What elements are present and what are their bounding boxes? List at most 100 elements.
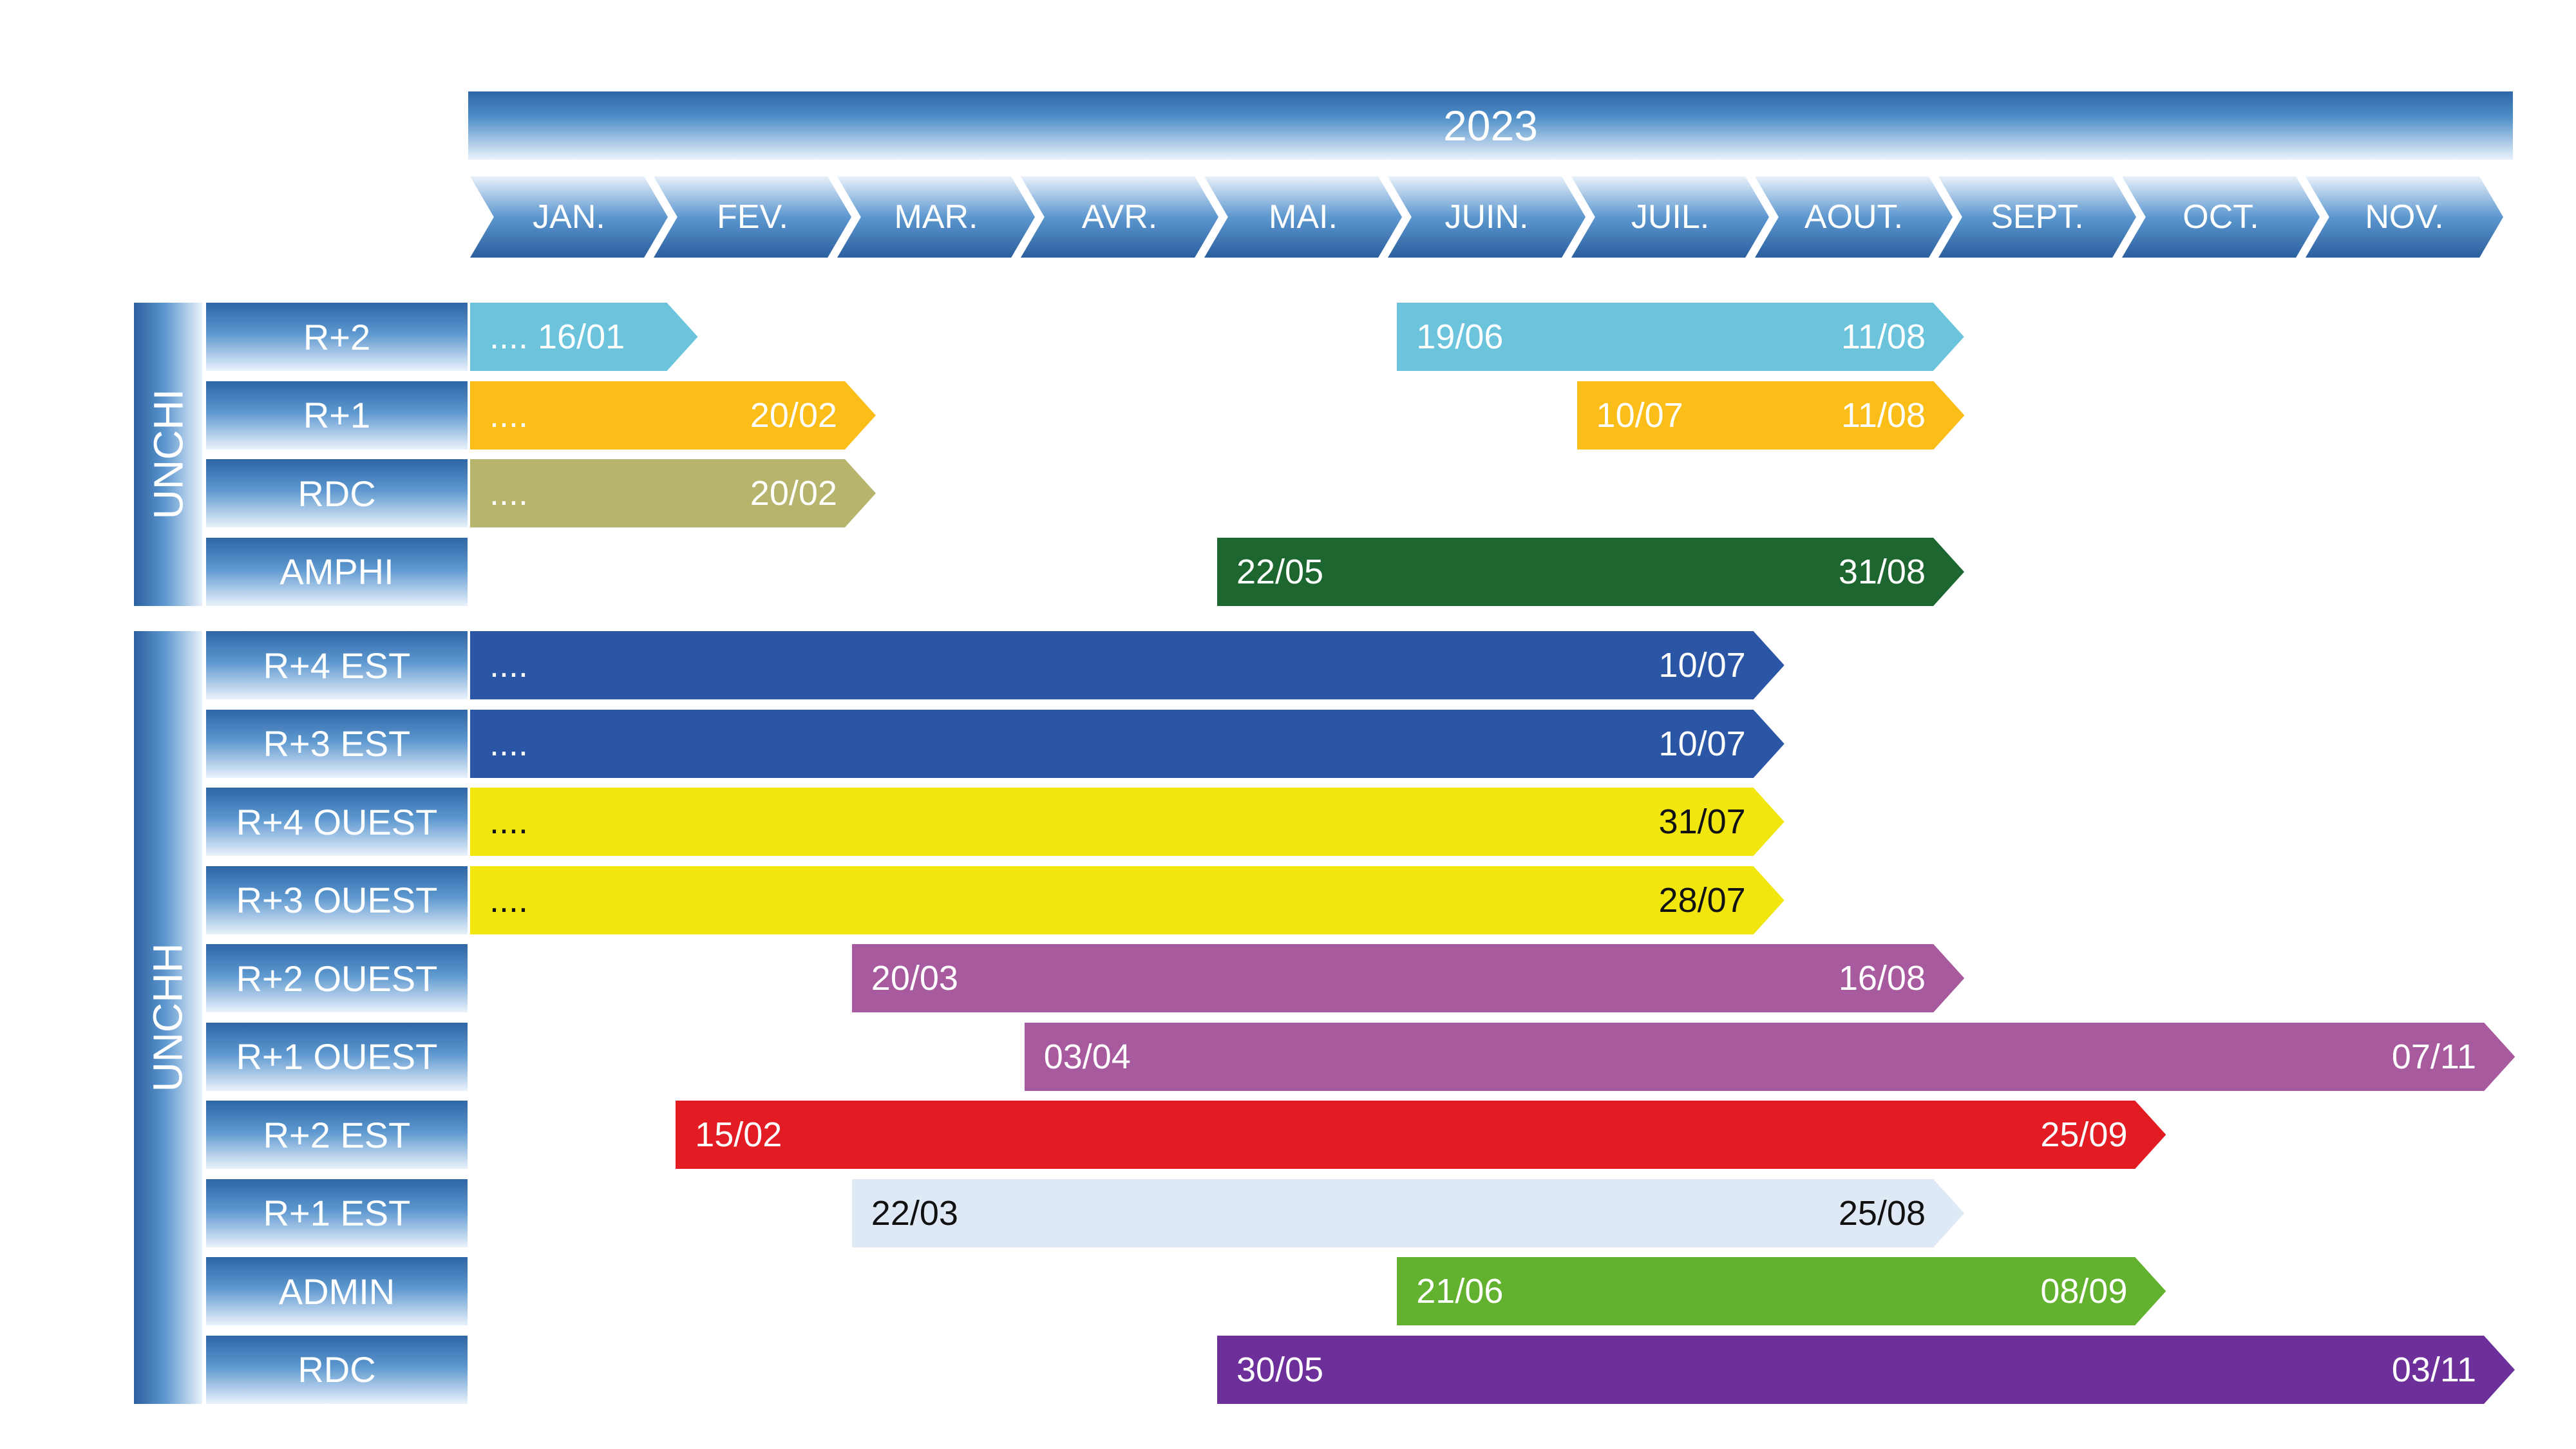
task-arrow-shape bbox=[1217, 537, 1964, 606]
task-arrow-shape bbox=[851, 1179, 1964, 1247]
task-arrow bbox=[851, 944, 1964, 1012]
task-start-label: 20/03 bbox=[871, 959, 958, 998]
task-end-label: 20/02 bbox=[750, 474, 837, 513]
task-arrow bbox=[1397, 303, 1964, 371]
task-end-label: 16/08 bbox=[1838, 959, 1926, 998]
task-arrow bbox=[470, 631, 1785, 699]
task-end-label: 10/07 bbox=[1658, 646, 1746, 685]
task-start-label: .... bbox=[489, 724, 529, 763]
row-label: R+4 EST bbox=[206, 631, 468, 699]
month-8: AOUT. bbox=[1755, 176, 1953, 258]
month-7: JUIL. bbox=[1571, 176, 1769, 258]
row-label-text: R+3 OUEST bbox=[236, 880, 438, 920]
row-label: R+2 OUEST bbox=[206, 944, 468, 1012]
row-label-text: R+4 OUEST bbox=[236, 801, 438, 842]
task-end-label: 11/08 bbox=[1841, 395, 1926, 435]
row-label: R+3 EST bbox=[206, 709, 468, 778]
month-label: OCT. bbox=[2183, 198, 2259, 236]
task-arrow-shape bbox=[470, 381, 876, 450]
row-label-text: R+2 OUEST bbox=[236, 958, 438, 999]
row-label-text: R+1 OUEST bbox=[236, 1036, 438, 1077]
row-label: R+1 bbox=[206, 381, 468, 450]
task-bar: 15/02 25/09 bbox=[676, 1101, 2166, 1169]
month-6: JUIN. bbox=[1388, 176, 1586, 258]
month-1: JAN. bbox=[470, 176, 668, 258]
task-bar: .... 31/07 bbox=[470, 788, 1785, 856]
task-bar: .... 20/02 bbox=[470, 459, 876, 527]
task-start-label: 03/04 bbox=[1043, 1037, 1131, 1076]
task-arrow-shape bbox=[470, 788, 1785, 856]
task-arrow bbox=[1397, 1257, 2166, 1325]
task-end-label: 25/08 bbox=[1838, 1193, 1926, 1233]
task-start-label: 22/03 bbox=[871, 1193, 958, 1233]
month-label: AOUT. bbox=[1804, 198, 1904, 236]
task-bar: .... 28/07 bbox=[470, 866, 1785, 934]
task-end-label: 11/08 bbox=[1841, 317, 1926, 356]
row-label: R+1 EST bbox=[206, 1179, 468, 1247]
row-label: R+4 OUEST bbox=[206, 788, 468, 856]
group-label-container: UNCHI bbox=[134, 303, 202, 606]
task-arrow-shape bbox=[1397, 1257, 2166, 1325]
month-label: FEV. bbox=[717, 198, 788, 236]
month-label: NOV. bbox=[2365, 198, 2444, 236]
task-arrow bbox=[470, 709, 1785, 778]
row-label: RDC bbox=[206, 459, 468, 527]
task-start-label: 15/02 bbox=[695, 1115, 782, 1154]
task-bar: .... 16/01 bbox=[470, 303, 698, 371]
task-arrow-shape bbox=[470, 709, 1785, 778]
row-label-text: ADMIN bbox=[278, 1271, 395, 1312]
task-start-label: .... bbox=[489, 802, 529, 841]
task-end-label: 10/07 bbox=[1658, 724, 1746, 763]
task-arrow bbox=[1577, 381, 1964, 450]
month-label: MAI. bbox=[1269, 198, 1338, 236]
row-label-text: RDC bbox=[298, 1349, 376, 1390]
month-2: FEV. bbox=[654, 176, 851, 258]
year-header: 2023 bbox=[468, 91, 2513, 160]
row-label-text: AMPHI bbox=[279, 551, 394, 592]
task-bar: .... 20/02 bbox=[470, 381, 876, 450]
task-bar: 19/06 11/08 bbox=[1397, 303, 1964, 371]
task-arrow-shape bbox=[676, 1101, 2166, 1169]
group-bar-unchh bbox=[134, 631, 202, 1404]
task-arrow bbox=[1024, 1022, 2515, 1091]
task-end-label: 28/07 bbox=[1658, 880, 1746, 920]
group-label: UNCHH bbox=[145, 943, 191, 1092]
task-bar: 22/03 25/08 bbox=[851, 1179, 1964, 1247]
task-end-label: 25/09 bbox=[2040, 1115, 2128, 1154]
month-label: MAR. bbox=[894, 198, 978, 236]
task-arrow bbox=[470, 459, 876, 527]
month-label: AVR. bbox=[1081, 198, 1158, 236]
month-label: SEPT. bbox=[1991, 198, 2084, 236]
task-start-label: .... bbox=[489, 474, 529, 513]
row-label-text: RDC bbox=[298, 473, 376, 514]
task-arrow-shape bbox=[470, 459, 876, 527]
month-9: SEPT. bbox=[1938, 176, 2136, 258]
task-start-label: 21/06 bbox=[1416, 1272, 1504, 1311]
task-start-label: 22/05 bbox=[1236, 552, 1324, 591]
task-bar: 10/07 11/08 bbox=[1577, 381, 1964, 450]
task-arrow bbox=[676, 1101, 2166, 1169]
row-label-text: R+2 EST bbox=[263, 1114, 411, 1155]
task-arrow-shape bbox=[1397, 303, 1964, 371]
task-arrow bbox=[851, 1179, 1964, 1247]
task-arrow bbox=[470, 381, 876, 450]
task-arrow bbox=[1217, 537, 1964, 606]
task-bar: .... 10/07 bbox=[470, 631, 1785, 699]
row-label: RDC bbox=[206, 1335, 468, 1404]
task-start-label: .... bbox=[489, 646, 529, 685]
task-bar: 21/06 08/09 bbox=[1397, 1257, 2166, 1325]
task-bar: 30/05 03/11 bbox=[1217, 1335, 2515, 1404]
task-start-label: .... bbox=[489, 395, 529, 435]
row-label: AMPHI bbox=[206, 537, 468, 606]
month-11: NOV. bbox=[2306, 176, 2503, 258]
task-start-label: 19/06 bbox=[1416, 317, 1504, 356]
row-label: R+2 bbox=[206, 303, 468, 371]
group-label: UNCHI bbox=[145, 388, 191, 520]
task-arrow-shape bbox=[1024, 1022, 2515, 1091]
task-arrow-shape bbox=[1217, 1335, 2515, 1404]
task-bar: 20/03 16/08 bbox=[851, 944, 1964, 1012]
task-arrow-shape bbox=[851, 944, 1964, 1012]
task-start-label: 10/07 bbox=[1596, 395, 1683, 435]
task-bar: 22/05 31/08 bbox=[1217, 537, 1964, 606]
group-bar-unchi bbox=[134, 303, 202, 606]
